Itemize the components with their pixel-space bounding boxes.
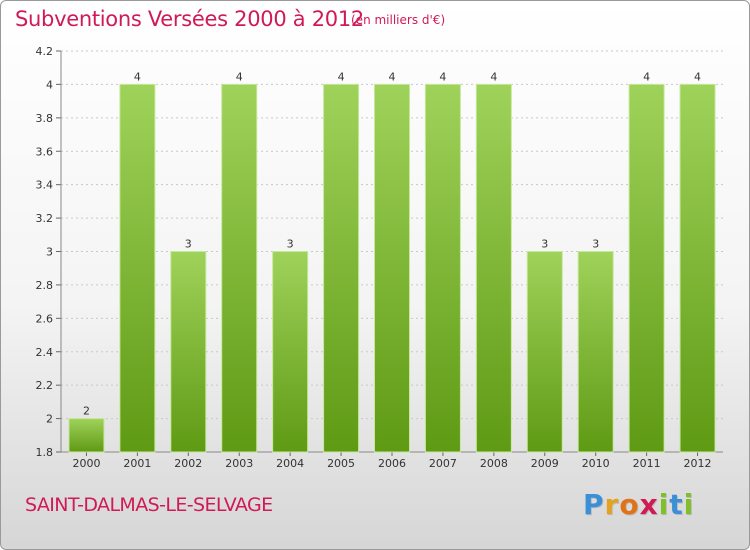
unit-note: (en milliers d'€) <box>351 13 446 27</box>
x-tick-label: 2006 <box>378 457 406 470</box>
logo-letter: i <box>683 488 695 521</box>
bar <box>628 83 665 453</box>
x-tick-label: 2003 <box>225 457 253 470</box>
x-tick-label: 2002 <box>174 457 202 470</box>
y-tick-label: 3.2 <box>36 212 54 225</box>
data-label: 3 <box>541 238 548 251</box>
y-tick-label: 2.4 <box>36 346 54 359</box>
bar <box>374 83 410 453</box>
logo-letter: P <box>583 488 605 521</box>
tick-labels: 1.8 2 2.2 2.4 2.6 2.8 3 3.2 3.4 3.6 3.8 4 4.2 2000 200… <box>36 45 712 470</box>
data-labels: 2 4 3 4 3 4 4 4 4 3 3 4 4 <box>83 70 701 417</box>
chart-title: Subventions Versées 2000 à 2012 <box>15 7 364 31</box>
bar <box>526 251 563 453</box>
bar <box>221 83 258 453</box>
data-label: 4 <box>643 70 650 83</box>
commune-name: SAINT-DALMAS-LE-SELVAGE <box>25 494 273 516</box>
bar <box>170 251 207 453</box>
data-label: 4 <box>389 70 396 83</box>
x-tick-label: 2001 <box>123 457 151 470</box>
y-tick-label: 4.2 <box>36 45 54 58</box>
x-tick-label: 2010 <box>582 457 610 470</box>
bar <box>119 83 156 453</box>
y-tick-label: 3.6 <box>36 145 54 158</box>
y-tick-label: 4 <box>46 78 53 91</box>
y-tick-label: 3 <box>46 246 53 259</box>
proxiti-logo: Proxiti <box>583 488 694 521</box>
data-label: 3 <box>592 238 599 251</box>
data-label: 4 <box>134 70 141 83</box>
y-tick-label: 3.4 <box>36 179 54 192</box>
x-tick-label: 2004 <box>276 457 304 470</box>
bar <box>323 83 360 453</box>
logo-letter: x <box>639 488 659 521</box>
x-tick-label: 2012 <box>684 457 712 470</box>
logo-letter: o <box>619 488 640 521</box>
data-label: 2 <box>83 405 90 418</box>
data-label: 3 <box>287 238 294 251</box>
x-tick-label: 2000 <box>72 457 100 470</box>
data-label: 4 <box>338 70 345 83</box>
y-tick-label: 2.6 <box>36 312 54 325</box>
bar <box>68 418 105 453</box>
data-label: 4 <box>236 70 243 83</box>
bar <box>272 251 309 453</box>
y-tick-label: 2 <box>46 413 53 426</box>
data-label: 4 <box>694 70 701 83</box>
x-tick-label: 2011 <box>633 457 661 470</box>
bar <box>424 83 461 453</box>
y-tick-label: 3.8 <box>36 112 54 125</box>
logo-letter: r <box>604 488 620 521</box>
data-label: 4 <box>490 70 497 83</box>
y-tick-label: 2.2 <box>36 379 54 392</box>
bars <box>68 83 716 453</box>
logo-letter: i <box>658 488 670 521</box>
x-tick-label: 2009 <box>531 457 559 470</box>
bar <box>679 83 716 453</box>
logo-letter: t <box>669 488 684 521</box>
data-label: 4 <box>439 70 446 83</box>
x-tick-label: 2007 <box>429 457 457 470</box>
x-tick-label: 2008 <box>480 457 508 470</box>
y-tick-label: 1.8 <box>36 446 54 459</box>
bar <box>475 83 512 453</box>
y-tick-label: 2.8 <box>36 279 54 292</box>
data-label: 3 <box>185 238 192 251</box>
bar <box>577 251 614 453</box>
x-tick-label: 2005 <box>327 457 355 470</box>
